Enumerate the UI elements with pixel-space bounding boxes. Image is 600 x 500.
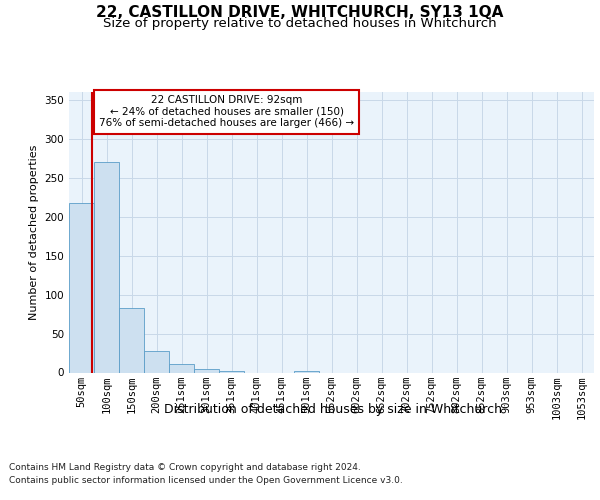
Text: 22 CASTILLON DRIVE: 92sqm
← 24% of detached houses are smaller (150)
76% of semi: 22 CASTILLON DRIVE: 92sqm ← 24% of detac… — [99, 96, 354, 128]
Text: 22, CASTILLON DRIVE, WHITCHURCH, SY13 1QA: 22, CASTILLON DRIVE, WHITCHURCH, SY13 1Q… — [97, 5, 503, 20]
Bar — [144, 350, 169, 372]
Text: Contains HM Land Registry data © Crown copyright and database right 2024.: Contains HM Land Registry data © Crown c… — [9, 462, 361, 471]
Bar — [169, 364, 194, 372]
Text: Contains public sector information licensed under the Open Government Licence v3: Contains public sector information licen… — [9, 476, 403, 485]
Bar — [194, 370, 219, 372]
Bar — [219, 371, 244, 372]
Text: Distribution of detached houses by size in Whitchurch: Distribution of detached houses by size … — [164, 402, 502, 415]
Bar — [294, 371, 319, 372]
Y-axis label: Number of detached properties: Number of detached properties — [29, 145, 39, 320]
Bar — [94, 162, 119, 372]
Bar — [119, 308, 144, 372]
Text: Size of property relative to detached houses in Whitchurch: Size of property relative to detached ho… — [103, 18, 497, 30]
Bar — [69, 203, 94, 372]
